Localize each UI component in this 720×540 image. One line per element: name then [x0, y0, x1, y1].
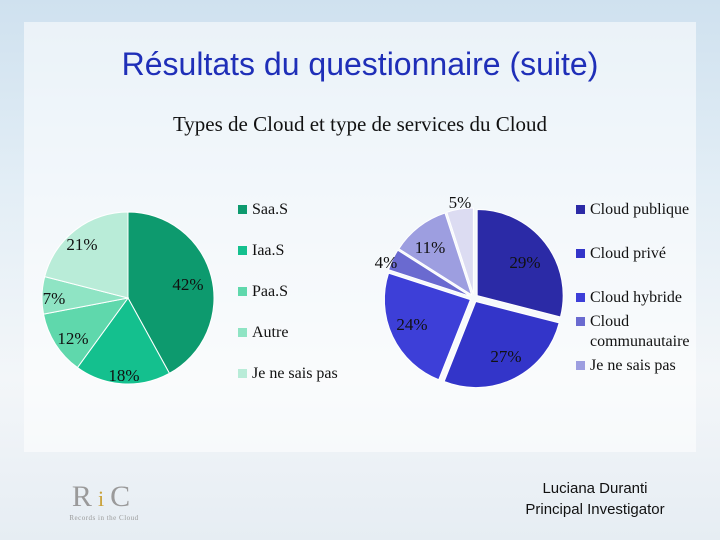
pie2-data-label-5: 5% — [449, 193, 472, 212]
pie1-data-label-iaas: 18% — [108, 366, 139, 385]
pie1-legend-swatch-saa-s — [238, 205, 247, 214]
pie2-slice-cloud-hybride — [383, 272, 472, 381]
pie1-legend-swatch-je-ne-sais-pas — [238, 369, 247, 378]
pie1-legend-label-iaa-s: Iaa.S — [252, 242, 284, 259]
pie2-legend-swatch-cloud-publique — [576, 205, 585, 214]
pie2-slice-cloud-publique — [476, 209, 564, 318]
pie2-legend-label-cloud-communautaire: Cloud communautaire — [590, 313, 690, 350]
pie1-slice-paas — [42, 297, 130, 369]
pie1-data-label-paas: 12% — [57, 329, 88, 348]
pie1-data-label-je-ne-sais-pas: 21% — [66, 235, 97, 254]
pie1-legend-swatch-iaa-s — [238, 246, 247, 255]
pie2-data-label-cloud-hybride: 24% — [396, 315, 427, 334]
pie1-slice-je-ne-sais-pas — [44, 211, 129, 299]
pie1-legend-label-saa-s: Saa.S — [252, 201, 288, 218]
pie1-legend-swatch-paa-s — [238, 287, 247, 296]
logo-tagline: Records in the Cloud — [69, 514, 139, 522]
logo-mark: RiC — [71, 480, 137, 513]
pie1-legend-label-je-ne-sais-pas: Je ne sais pas — [252, 365, 338, 382]
presenter-name: Luciana Duranti — [542, 480, 648, 497]
pie1-data-label-saas: 42% — [172, 275, 203, 294]
chart-title: Types de Cloud et type de services du Cl… — [172, 112, 548, 136]
pie1-legend-swatch-autre — [238, 328, 247, 337]
pie1-legend-label-paa-s: Paa.S — [252, 283, 288, 300]
pie2-legend-label-cloud-hybride: Cloud hybride — [590, 289, 682, 306]
pie2-legend-swatch-cloud-communautaire — [576, 317, 585, 326]
pie2-slice-cloud-prive — [443, 300, 560, 389]
pie2-legend-swatch-je-ne-sais-pas — [576, 361, 585, 370]
pie2-data-label-cloud-prive: 27% — [490, 347, 521, 366]
pie2-slice-je-ne-sais-pas — [398, 212, 473, 297]
pie2-legend-swatch-cloud-prive — [576, 249, 585, 258]
slide-title: Résultats du questionnaire (suite) — [121, 46, 599, 82]
pie1-slice-saas — [127, 211, 215, 375]
pie1-data-label-autre: 7% — [43, 289, 66, 308]
pie2-data-label-je-ne-sais-pas: 11% — [415, 238, 446, 257]
pie2-legend-label-cloud-prive: Cloud privé — [590, 245, 666, 262]
pie2-data-label-cloud-publique: 29% — [509, 253, 540, 272]
pie2-data-label-cloud-communautaire: 4% — [375, 253, 398, 272]
pie1-slice-iaas — [76, 297, 171, 385]
pie2-slice-cloud-communautaire — [387, 249, 471, 297]
pie2-legend-label-cloud-publique: Cloud publique — [590, 201, 689, 218]
pie2-legend-label-je-ne-sais-pas: Je ne sais pas — [590, 357, 676, 374]
pie2-slice-5 — [446, 207, 474, 295]
footer: Luciana Duranti Principal Investigator — [480, 478, 710, 520]
ric-logo: RiC Records in the Cloud — [62, 480, 146, 523]
presenter-role: Principal Investigator — [525, 501, 665, 518]
pie1-legend-label-autre: Autre — [252, 324, 288, 341]
pie2-legend-swatch-cloud-hybride — [576, 293, 585, 302]
